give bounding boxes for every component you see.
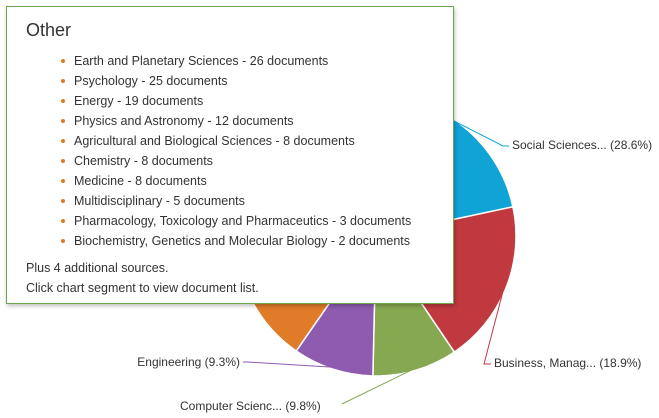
tooltip-item: Medicine - 8 documents — [61, 171, 437, 191]
label-connector — [243, 361, 334, 368]
tooltip-item: Pharmacology, Toxicology and Pharmaceuti… — [61, 211, 437, 231]
tooltip-item: Chemistry - 8 documents — [61, 151, 437, 171]
tooltip-item: Agricultural and Biological Sciences - 8… — [61, 131, 437, 151]
tooltip-other: Other Earth and Planetary Sciences - 26 … — [6, 6, 454, 304]
label-connector — [437, 112, 509, 147]
bullet-icon — [61, 99, 65, 103]
slice-label: Business, Manag... (18.9%) — [494, 356, 641, 370]
bullet-icon — [61, 239, 65, 243]
bullet-icon — [61, 179, 65, 183]
slice-labels: Social Sciences... (28.6%) Business, Mana… — [137, 138, 652, 413]
tooltip-item: Biochemistry, Genetics and Molecular Bio… — [61, 231, 437, 251]
label-connectors — [243, 112, 509, 405]
tooltip-list: Earth and Planetary Sciences - 26 docume… — [26, 51, 437, 251]
slice-label: Social Sciences... (28.6%) — [512, 138, 652, 152]
bullet-icon — [61, 139, 65, 143]
label-connector — [483, 287, 505, 365]
bullet-icon — [61, 219, 65, 223]
bullet-icon — [61, 59, 65, 63]
slice-label: Engineering (9.3%) — [137, 355, 240, 369]
tooltip-item: Earth and Planetary Sciences - 26 docume… — [61, 51, 437, 71]
bullet-icon — [61, 159, 65, 163]
tooltip-item: Multidisciplinary - 5 documents — [61, 191, 437, 211]
slice-label: Computer Scienc... (9.8%) — [180, 399, 321, 413]
bullet-icon — [61, 199, 65, 203]
tooltip-item: Energy - 19 documents — [61, 91, 437, 111]
tooltip-item: Physics and Astronomy - 12 documents — [61, 111, 437, 131]
tooltip-footer: Plus 4 additional sources. Click chart s… — [26, 258, 437, 298]
bullet-icon — [61, 119, 65, 123]
tooltip-item: Psychology - 25 documents — [61, 71, 437, 91]
tooltip-title: Other — [26, 20, 72, 40]
additional-sources-note: Plus 4 additional sources. — [26, 261, 169, 275]
click-hint: Click chart segment to view document lis… — [26, 281, 259, 295]
bullet-icon — [61, 79, 65, 83]
label-connector — [341, 367, 416, 405]
